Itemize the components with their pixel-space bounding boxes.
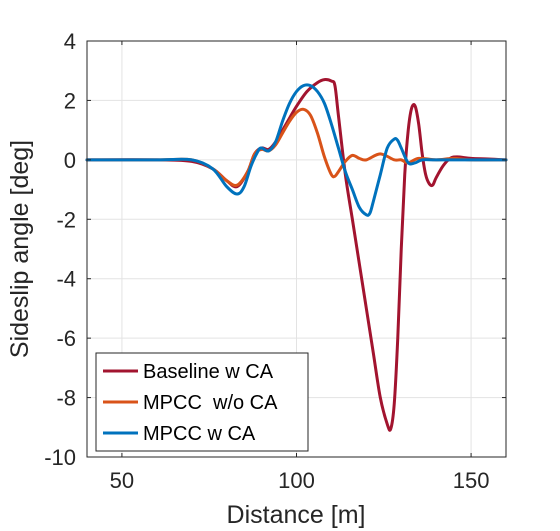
y-tick-label: 2 (64, 88, 76, 113)
x-tick-label: 150 (453, 468, 490, 493)
legend-box (95, 352, 309, 452)
x-tick-label: 50 (110, 468, 134, 493)
series-lines (85, 78, 508, 432)
legend-entry-label: MPCC w/o CA (143, 392, 278, 414)
x-tick-label: 100 (278, 468, 315, 493)
legend: Baseline w CA MPCC w/o CA MPCC w CA (95, 352, 309, 452)
y-tick-label: -8 (56, 386, 76, 411)
y-tick-label: -4 (56, 267, 76, 292)
axis-ticks: 50 100 150 -10 -8 -6 -4 -2 0 2 4 (44, 29, 506, 493)
y-tick-label: 4 (64, 29, 76, 54)
y-tick-label: -2 (56, 207, 76, 232)
y-tick-label: -10 (44, 445, 76, 470)
legend-entry-label: MPCC w CA (143, 423, 256, 445)
x-axis-label: Distance [m] (227, 501, 366, 529)
series-line-mpcc-wo-ca (85, 107, 508, 187)
y-axis-label: Sideslip angle [deg] (6, 140, 34, 358)
legend-entry-label: Baseline w CA (143, 361, 274, 383)
series-line-mpcc-w-ca (85, 83, 508, 217)
y-tick-label: 0 (64, 148, 76, 173)
y-tick-label: -6 (56, 326, 76, 351)
